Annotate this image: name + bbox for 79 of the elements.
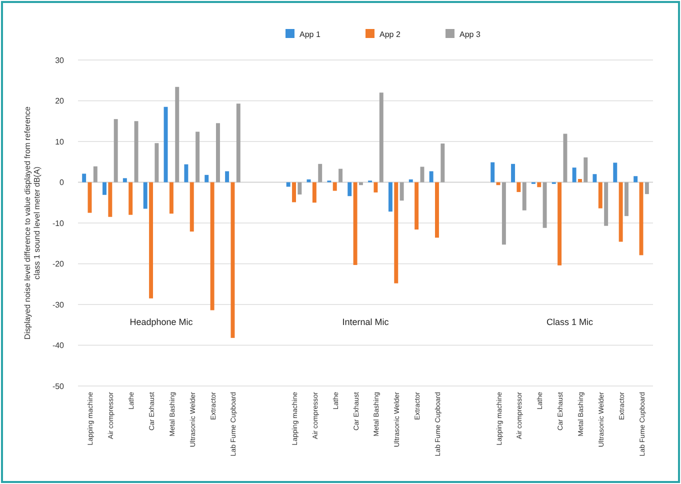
y-tick-label: 0: [60, 178, 65, 188]
bar: [134, 121, 138, 182]
bar: [502, 182, 506, 245]
bar: [374, 182, 378, 192]
bar: [306, 179, 311, 182]
bar: [511, 164, 516, 182]
bar: [338, 168, 343, 182]
bar: [592, 174, 597, 182]
bar: [408, 179, 413, 182]
y-tick-label: -30: [52, 300, 65, 310]
bar: [210, 182, 214, 310]
bar: [312, 182, 316, 203]
bar: [542, 182, 547, 228]
bar: [286, 182, 290, 187]
bar: [230, 182, 235, 338]
bar: [102, 182, 106, 195]
bar: [190, 182, 194, 232]
bar: [584, 157, 588, 182]
bar: [558, 182, 562, 266]
bar: [298, 182, 302, 194]
bar: [440, 144, 445, 182]
bar: [414, 182, 419, 230]
bar: [216, 123, 220, 182]
bar: [114, 119, 118, 182]
bar: [82, 174, 86, 182]
bar: [128, 182, 133, 215]
bar: [122, 178, 127, 182]
bar: [332, 182, 337, 191]
bar: [400, 182, 404, 201]
bar: [429, 171, 434, 182]
bar: [353, 182, 358, 265]
bar: [578, 178, 582, 182]
y-tick-label: -20: [52, 260, 65, 269]
bar: [563, 134, 568, 182]
bar: [604, 182, 608, 226]
legend-label: App 3: [460, 30, 481, 39]
bar: [292, 182, 296, 202]
bar: [379, 92, 384, 182]
y-tick-label: 30: [55, 56, 65, 65]
bar: [236, 104, 240, 182]
y-tick-label: 20: [55, 96, 65, 106]
bar: [490, 162, 495, 182]
y-tick-label: -50: [52, 382, 65, 391]
bar: [388, 182, 392, 212]
legend-label: App 2: [380, 30, 401, 39]
bar: [196, 132, 200, 182]
bar: [572, 168, 576, 182]
bar: [225, 171, 230, 182]
bar: [394, 182, 398, 284]
bar: [154, 143, 159, 182]
bar: [435, 182, 439, 238]
bar: [175, 86, 180, 182]
bar: [204, 174, 209, 182]
bar: [149, 182, 154, 298]
y-tick-label: -40: [52, 341, 65, 350]
bar: [618, 182, 623, 242]
bar: [318, 164, 322, 182]
bar: [537, 182, 542, 188]
bar: [164, 106, 168, 182]
y-tick-label: 10: [55, 137, 65, 146]
bar: [613, 162, 618, 182]
bar: [634, 176, 638, 182]
bar: [184, 164, 188, 182]
y-axis-title: Displayed noise level difference to value displayed from reference class 1 sound level meter dB(A): [23, 106, 42, 340]
bar: [348, 182, 352, 196]
bar: [516, 182, 521, 192]
bar: [644, 182, 649, 194]
annotation: Class 1 Mic: [546, 316, 594, 327]
bar: [598, 182, 602, 208]
bar: [93, 166, 98, 182]
bar: [143, 182, 148, 209]
bar: [624, 182, 628, 216]
bar: [522, 182, 526, 210]
legend-label: App 1: [300, 30, 321, 39]
bar: [108, 182, 112, 217]
bar: [169, 182, 174, 214]
annotation: Internal Mic: [342, 316, 390, 327]
annotation: Headphone Mic: [130, 316, 194, 327]
y-tick-label: -10: [52, 218, 65, 228]
